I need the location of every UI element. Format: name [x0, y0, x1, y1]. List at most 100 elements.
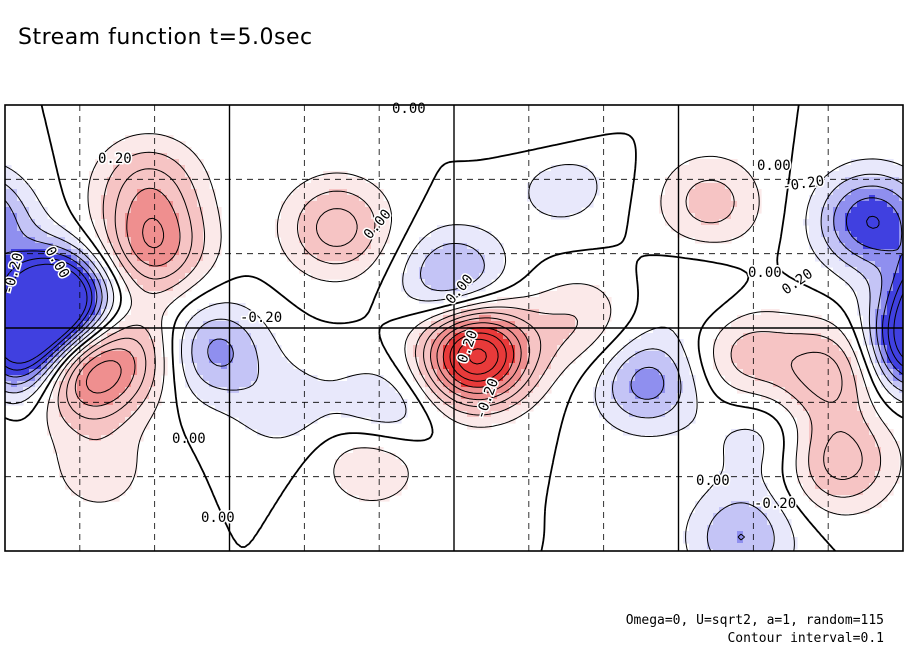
shade-cell [827, 453, 834, 460]
shade-cell [317, 207, 324, 214]
shade-cell [647, 411, 654, 418]
shade-cell [539, 369, 546, 376]
shade-cell [89, 471, 96, 478]
shade-cell [251, 315, 258, 322]
shade-cell [761, 315, 768, 322]
shade-cell [575, 183, 582, 190]
shade-cell [821, 483, 828, 490]
shade-cell [719, 165, 726, 172]
contour-level [85, 217, 522, 394]
shade-cell [707, 513, 714, 520]
shade-cell [317, 183, 324, 190]
shade-cell [167, 171, 174, 178]
shade-cell [731, 477, 738, 484]
shade-cell [719, 531, 726, 538]
shade-cell [761, 525, 768, 532]
shade-cell [875, 207, 882, 214]
shade-cell [743, 387, 750, 394]
shade-cell [227, 363, 234, 370]
shade-cell [887, 219, 894, 226]
shade-cell [221, 351, 228, 358]
shade-cell [827, 189, 834, 196]
shade-cell [701, 165, 708, 172]
shade-cell [371, 237, 378, 244]
shade-cell [737, 219, 744, 226]
shade-cell [443, 405, 450, 412]
shade-cell [365, 183, 372, 190]
shade-cell [521, 321, 528, 328]
shade-cell [797, 459, 804, 466]
shade-cell [881, 483, 888, 490]
shade-cell [467, 405, 474, 412]
shade-cell [707, 495, 714, 502]
shade-cell [827, 387, 834, 394]
shade-cell [221, 309, 228, 316]
shade-cell [617, 369, 624, 376]
shade-cell [755, 549, 762, 551]
shade-cell [461, 315, 468, 322]
shade-cell [587, 171, 594, 178]
shade-cell [209, 321, 216, 328]
shade-cell [281, 213, 288, 220]
shade-cell [857, 219, 864, 226]
shade-cell [689, 225, 696, 232]
shade-cell [5, 237, 12, 244]
shade-cell [461, 357, 468, 364]
shade-cell [17, 189, 24, 196]
shade-cell [287, 369, 294, 376]
shade-cell [683, 537, 690, 544]
shade-cell [311, 225, 318, 232]
shade-cell [101, 225, 108, 232]
shade-cell [443, 327, 450, 334]
shade-cell [425, 375, 432, 382]
shade-cell [191, 177, 198, 184]
shade-cell [293, 255, 300, 262]
shade-cell [683, 375, 690, 382]
shade-cell [83, 447, 90, 454]
shade-cell [107, 333, 114, 340]
shade-cell [707, 207, 714, 214]
shade-cell [11, 267, 18, 274]
shade-cell [737, 207, 744, 214]
shade-cell [95, 477, 102, 484]
shade-cell [197, 159, 204, 166]
shade-cell [587, 303, 594, 310]
shade-cell [809, 207, 816, 214]
shade-cell [293, 219, 300, 226]
shade-cell [581, 165, 588, 172]
shade-cell [347, 411, 354, 418]
shade-cell [845, 267, 852, 274]
shade-cell [77, 453, 84, 460]
shade-cell [533, 345, 540, 352]
shade-cell [671, 399, 678, 406]
shade-cell [503, 339, 510, 346]
shade-cell [755, 369, 762, 376]
shade-cell [665, 327, 672, 334]
shade-cell [311, 375, 318, 382]
shade-cell [347, 453, 354, 460]
shade-cell [875, 267, 882, 274]
shade-cell [137, 411, 144, 418]
shade-cell [755, 453, 762, 460]
shade-cell [155, 309, 162, 316]
shade-cell [773, 363, 780, 370]
shade-cell [899, 321, 903, 328]
shade-cell [545, 375, 552, 382]
shade-cell [23, 201, 30, 208]
shade-cell [461, 309, 468, 316]
shade-cell [281, 231, 288, 238]
shade-cell [59, 453, 66, 460]
shade-cell [677, 411, 684, 418]
shade-cell [833, 249, 840, 256]
shade-cell [629, 423, 636, 430]
shade-cell [845, 231, 852, 238]
shade-cell [533, 195, 540, 202]
shade-cell [569, 201, 576, 208]
shade-cell [665, 183, 672, 190]
shade-cell [155, 357, 162, 364]
shade-cell [761, 495, 768, 502]
shade-cell [143, 417, 150, 424]
shade-cell [803, 357, 810, 364]
shade-cell [551, 201, 558, 208]
shade-cell [251, 405, 258, 412]
